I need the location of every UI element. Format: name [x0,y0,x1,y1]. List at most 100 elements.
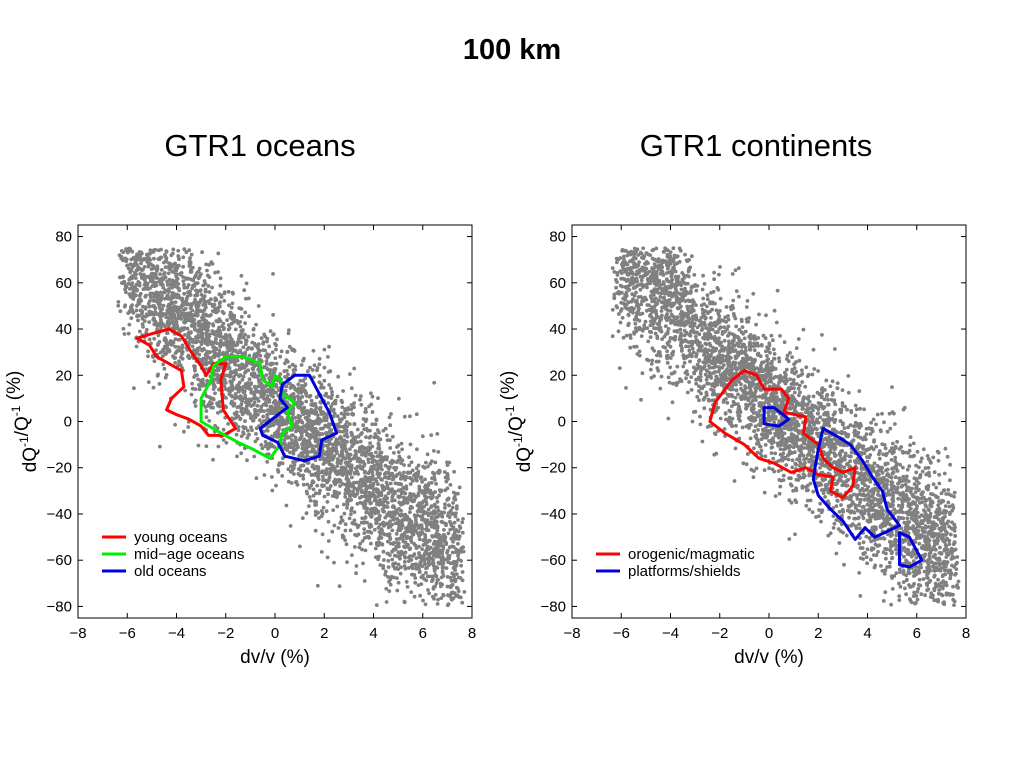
scatter-point [274,421,279,426]
scatter-point [929,591,934,596]
scatter-point [371,459,375,463]
scatter-point [403,491,408,496]
scatter-point [347,492,352,496]
scatter-point [406,471,410,475]
scatter-point [443,540,447,544]
scatter-point [250,397,255,401]
scatter-point [204,331,209,335]
scatter-point [307,413,311,418]
scatter-point [291,451,296,456]
legend-label: mid−age oceans [134,546,245,563]
scatter-point [348,528,353,533]
scatter-point [362,427,367,432]
scatter-point [371,487,376,491]
scatter-point [405,528,410,532]
scatter-point [116,300,121,304]
scatter-point [332,560,336,565]
scatter-point [191,313,196,317]
scatter-point [249,425,253,430]
scatter-point [364,486,369,491]
scatter-point [299,391,304,395]
scatter-point [413,580,418,585]
scatter-point [158,444,162,449]
scatter-point [182,282,186,287]
scatter-point [255,403,260,408]
scatter-point [402,514,406,518]
scatter-point [175,349,179,354]
scatter-point [849,454,853,459]
scatter-point [182,300,187,304]
scatter-point [366,457,371,462]
scatter-point [292,472,296,476]
scatter-point [183,316,187,320]
scatter-point [253,439,258,444]
scatter-point [203,300,208,304]
scatter-point [408,476,412,480]
scatter-point [291,467,295,471]
scatter-point [226,323,231,327]
scatter-point [274,390,278,395]
scatter-point [330,457,335,462]
scatter-point [199,292,204,297]
scatter-point [151,385,156,390]
scatter-point [141,325,145,329]
scatter-point [432,569,437,573]
scatter-point [388,582,393,587]
scatter-point [754,433,759,438]
scatter-point [458,576,463,580]
scatter-point [158,279,163,284]
scatter-point [419,524,424,528]
scatter-point [163,324,168,329]
scatter-point [213,391,217,396]
scatter-point [226,422,231,426]
scatter-point [146,380,151,384]
scatter-point [386,539,390,544]
scatter-point [217,400,222,404]
scatter-point [406,525,410,529]
scatter-point [276,468,280,472]
scatter-point [331,464,336,469]
scatter-point [169,296,174,301]
scatter-point [431,542,436,546]
scatter-point [302,389,307,394]
scatter-point [352,441,356,446]
scatter-point [379,502,384,507]
scatter-point [322,347,327,352]
scatter-point [260,446,265,451]
scatter-point [425,452,430,457]
scatter-point [166,265,171,269]
scatter-point [379,536,384,540]
scatter-point [200,250,205,255]
scatter-point [164,258,169,263]
scatter-point [277,423,282,428]
scatter-point [133,271,137,275]
scatter-point [299,464,303,468]
scatter-point [238,320,243,324]
scatter-point [134,303,139,308]
scatter-point [434,532,439,536]
scatter-point [230,301,235,306]
scatter-point [386,559,391,563]
scatter-point [350,553,354,557]
scatter-point [374,450,378,455]
scatter-point [360,516,365,521]
scatter-point [212,309,217,313]
scatter-point [266,446,270,451]
scatter-point [253,407,257,412]
scatter-point [207,419,212,423]
scatter-point [911,524,916,528]
scatter-point [351,412,356,417]
scatter-point [229,305,234,310]
scatter-point [332,523,337,528]
scatter-point [305,482,310,487]
scatter-point [405,545,409,549]
scatter-point [908,454,913,459]
scatter-point [293,416,298,420]
scatter-point [158,298,163,303]
scatter-point [408,414,412,419]
scatter-point [177,288,182,293]
scatter-point [446,560,451,564]
scatter-point [333,470,338,475]
scatter-point [274,347,278,352]
